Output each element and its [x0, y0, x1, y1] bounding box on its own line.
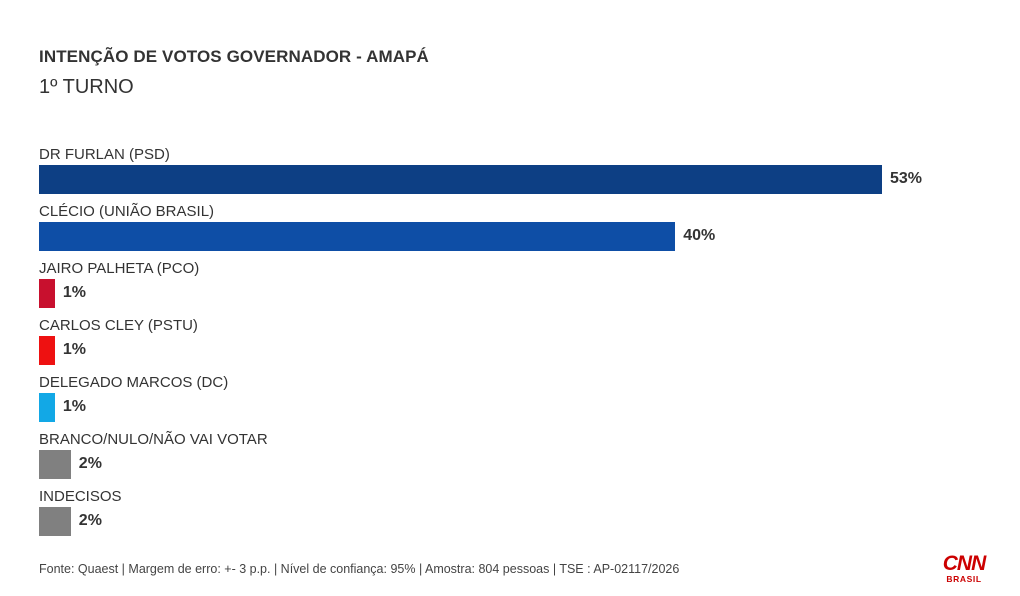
logo-sub: BRASIL — [946, 574, 981, 584]
bar — [39, 279, 55, 308]
bar-row: INDECISOS 2% — [39, 488, 999, 545]
category-label: DELEGADO MARCOS (DC) — [39, 374, 229, 391]
bar-chart: DR FURLAN (PSD) 53% CLÉCIO (UNIÃO BRASIL) 4… — [39, 146, 999, 546]
bar-row: JAIRO PALHETA (PCO) 1% — [39, 260, 999, 317]
value-label: 1% — [62, 398, 87, 415]
bar-row: CLÉCIO (UNIÃO BRASIL) 40% — [39, 203, 999, 260]
chart-title: INTENÇÃO DE VOTOS GOVERNADOR - AMAPÁ — [39, 47, 429, 66]
logo-brand: CNN — [943, 552, 987, 575]
bar-row: BRANCO/NULO/NÃO VAI VOTAR 2% — [39, 431, 999, 488]
bar — [39, 222, 676, 251]
bar — [39, 393, 55, 422]
category-label: DR FURLAN (PSD) — [39, 146, 170, 163]
cnn-brasil-logo: CNN BRASIL — [943, 552, 988, 584]
bar — [39, 507, 71, 536]
category-label: JAIRO PALHETA (PCO) — [39, 260, 200, 277]
value-label: 1% — [62, 341, 87, 358]
value-label: 1% — [62, 284, 87, 301]
chart-subtitle: 1º TURNO — [39, 76, 134, 98]
category-label: CLÉCIO (UNIÃO BRASIL) — [39, 203, 215, 220]
bar — [39, 336, 55, 365]
source-footnote: Fonte: Quaest | Margem de erro: +- 3 p.p… — [39, 562, 680, 576]
value-label: 2% — [78, 455, 102, 472]
category-label: INDECISOS — [39, 488, 122, 505]
bar — [39, 165, 882, 194]
bar-row: DELEGADO MARCOS (DC) 1% — [39, 374, 999, 431]
category-label: BRANCO/NULO/NÃO VAI VOTAR — [39, 431, 268, 448]
bar-row: DR FURLAN (PSD) 53% — [39, 146, 999, 203]
value-label: 2% — [78, 512, 102, 529]
bar-row: CARLOS CLEY (PSTU) 1% — [39, 317, 999, 374]
value-label: 53% — [890, 170, 923, 187]
bar — [39, 450, 71, 479]
value-label: 40% — [683, 227, 716, 244]
category-label: CARLOS CLEY (PSTU) — [39, 317, 198, 334]
